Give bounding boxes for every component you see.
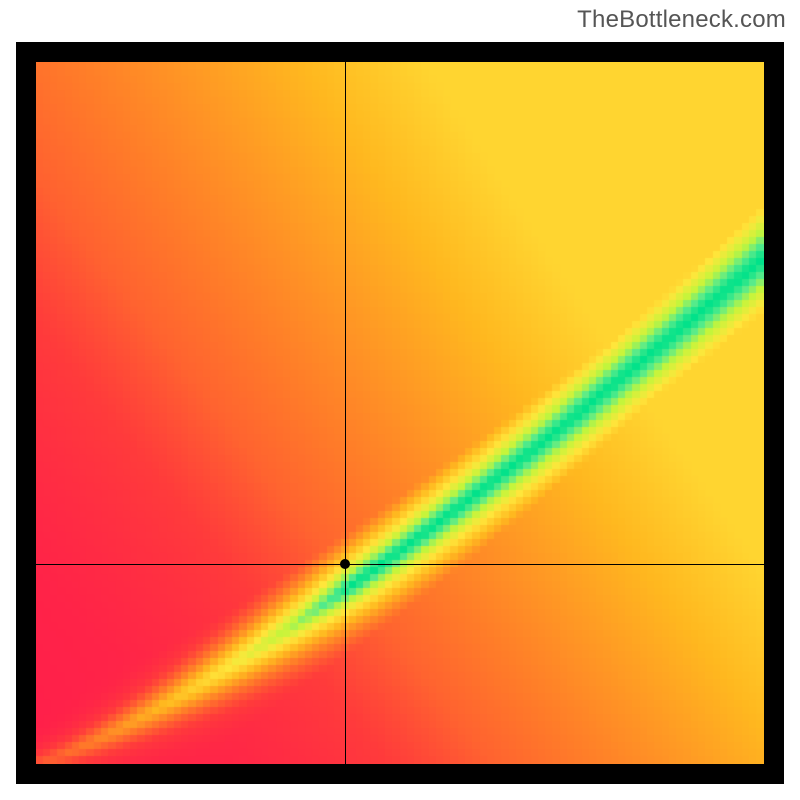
crosshair-vertical: [345, 62, 346, 764]
crosshair-horizontal: [36, 564, 764, 565]
crosshair-marker: [340, 559, 350, 569]
watermark-text: TheBottleneck.com: [577, 6, 786, 34]
heatmap-area: [36, 62, 764, 764]
figure-root: { "watermark": "TheBottleneck.com", "can…: [0, 0, 800, 800]
heatmap-canvas: [36, 62, 764, 764]
